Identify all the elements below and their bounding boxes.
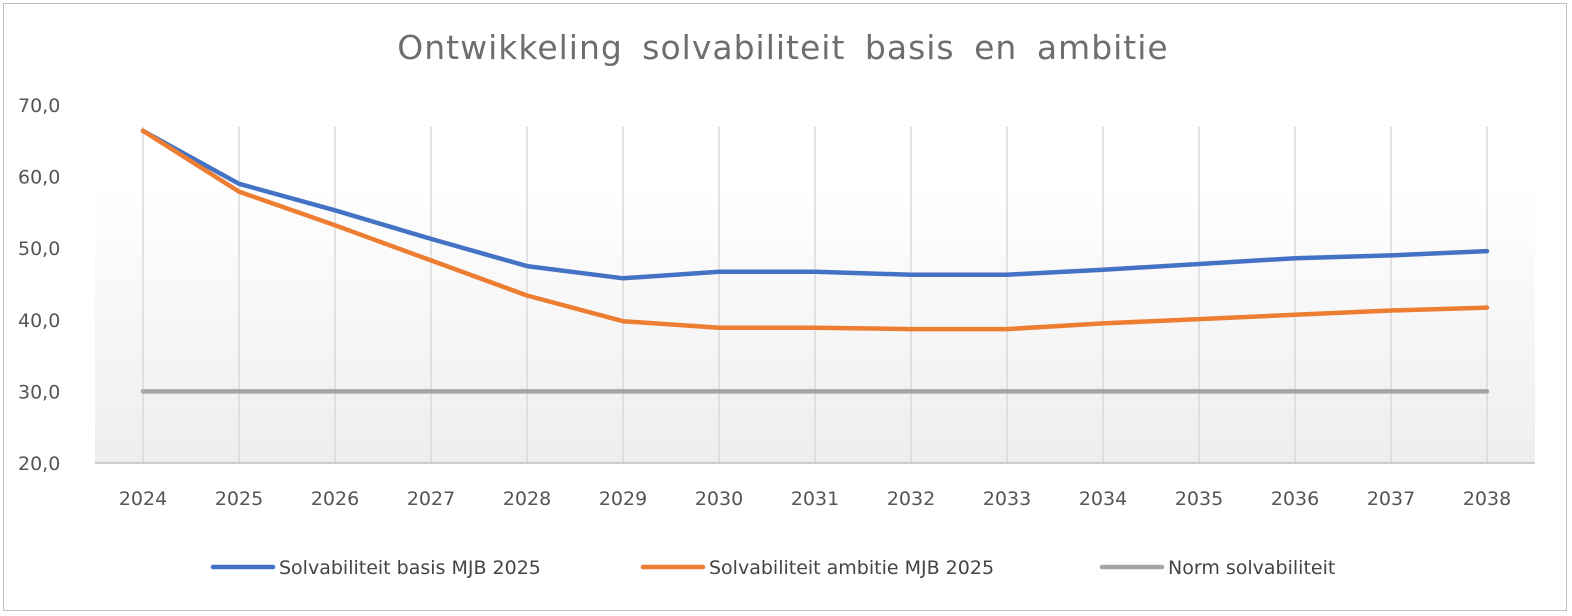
y-tick-label: 50,0: [18, 238, 60, 260]
series-line-solvabiliteit-basis-mjb-2025: [140, 128, 1490, 281]
y-tick-label: 60,0: [18, 167, 60, 189]
x-tick-label: 2032: [887, 488, 935, 510]
x-tick-label: 2031: [791, 488, 839, 510]
x-tick-label: 2027: [407, 488, 455, 510]
x-tick-label: 2030: [695, 488, 743, 510]
chart-title: Ontwikkeling solvabiliteit basis en ambi…: [397, 28, 1169, 67]
x-tick-label: 2024: [119, 488, 167, 510]
x-tick-label: 2033: [983, 488, 1031, 510]
legend-label: Solvabiliteit basis MJB 2025: [279, 557, 541, 579]
legend-item: Norm solvabiliteit: [1099, 557, 1335, 579]
series-line-solvabiliteit-ambitie-mjb-2025: [140, 128, 1490, 332]
x-tick-label: 2038: [1463, 488, 1511, 510]
x-tick-label: 2028: [503, 488, 551, 510]
y-tick-label: 70,0: [18, 95, 60, 117]
x-tick-label: 2037: [1367, 488, 1415, 510]
legend-item: Solvabiliteit ambitie MJB 2025: [640, 557, 994, 579]
y-tick-label: 40,0: [18, 310, 60, 332]
x-tick-label: 2034: [1079, 488, 1127, 510]
x-tick-label: 2029: [599, 488, 647, 510]
x-tick-label: 2026: [311, 488, 359, 510]
legend-item: Solvabiliteit basis MJB 2025: [210, 557, 541, 579]
x-tick-label: 2025: [215, 488, 263, 510]
legend-label: Norm solvabiliteit: [1168, 557, 1335, 579]
x-tick-label: 2036: [1271, 488, 1319, 510]
y-tick-label: 20,0: [18, 453, 60, 475]
y-tick-label: 30,0: [18, 381, 60, 403]
legend-label: Solvabiliteit ambitie MJB 2025: [709, 557, 994, 579]
x-tick-label: 2035: [1175, 488, 1223, 510]
